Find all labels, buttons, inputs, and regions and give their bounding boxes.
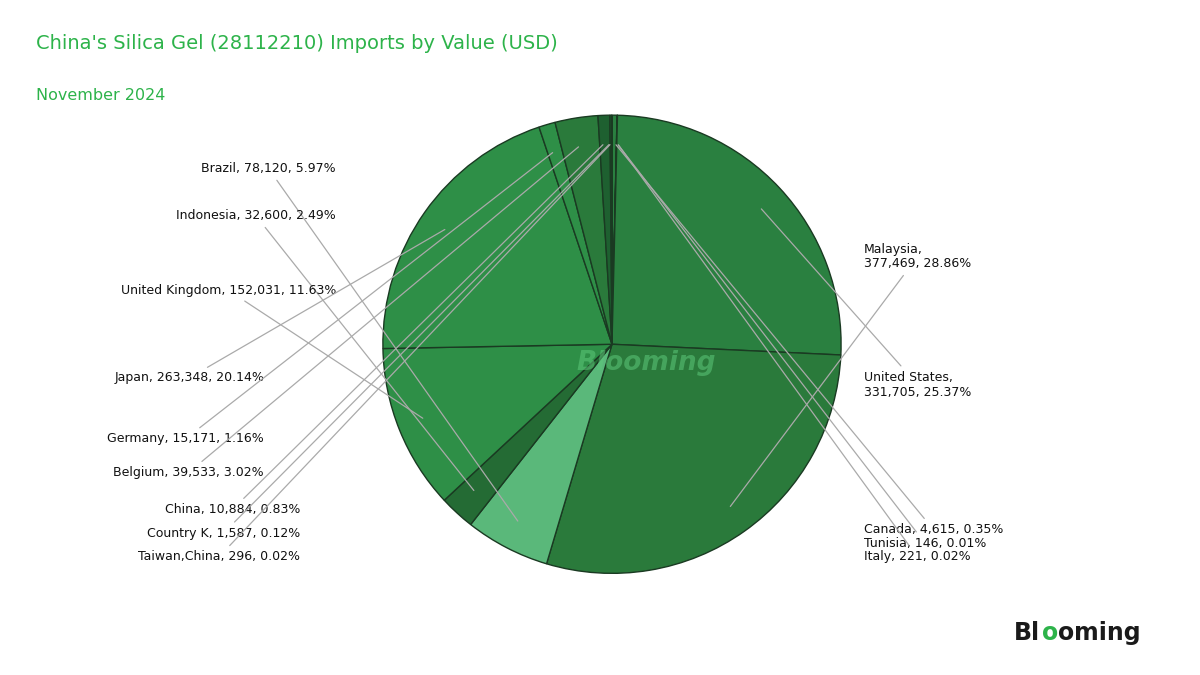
Text: Blooming: Blooming xyxy=(577,350,716,375)
Text: China's Silica Gel (28112210) Imports by Value (USD): China's Silica Gel (28112210) Imports by… xyxy=(36,34,558,53)
Wedge shape xyxy=(612,115,617,344)
Wedge shape xyxy=(383,344,612,500)
Wedge shape xyxy=(612,115,618,344)
Text: Indonesia, 32,600, 2.49%: Indonesia, 32,600, 2.49% xyxy=(176,209,474,491)
Text: Malaysia,
377,469, 28.86%: Malaysia, 377,469, 28.86% xyxy=(731,242,971,506)
Wedge shape xyxy=(612,115,617,344)
Wedge shape xyxy=(556,115,612,344)
Text: United Kingdom, 152,031, 11.63%: United Kingdom, 152,031, 11.63% xyxy=(121,284,422,418)
Text: Italy, 221, 0.02%: Italy, 221, 0.02% xyxy=(618,145,971,564)
Text: ming: ming xyxy=(1074,620,1141,645)
Wedge shape xyxy=(470,344,612,564)
Wedge shape xyxy=(610,115,612,344)
Wedge shape xyxy=(444,344,612,524)
Text: Tunisia, 146, 0.01%: Tunisia, 146, 0.01% xyxy=(618,145,986,550)
Wedge shape xyxy=(539,122,612,344)
Text: Taiwan,China, 296, 0.02%: Taiwan,China, 296, 0.02% xyxy=(138,144,610,564)
Wedge shape xyxy=(383,127,612,348)
Wedge shape xyxy=(598,115,612,344)
Text: United States,
331,705, 25.37%: United States, 331,705, 25.37% xyxy=(761,209,971,399)
Text: Germany, 15,171, 1.16%: Germany, 15,171, 1.16% xyxy=(107,153,552,446)
Text: o: o xyxy=(1058,620,1075,645)
Text: Bl: Bl xyxy=(1014,620,1040,645)
Text: Japan, 263,348, 20.14%: Japan, 263,348, 20.14% xyxy=(114,230,445,385)
Text: China, 10,884, 0.83%: China, 10,884, 0.83% xyxy=(164,144,602,516)
Text: Canada, 4,615, 0.35%: Canada, 4,615, 0.35% xyxy=(616,145,1003,537)
Text: o: o xyxy=(1042,620,1058,645)
Text: Belgium, 39,533, 3.02%: Belgium, 39,533, 3.02% xyxy=(113,147,578,479)
Text: Country K, 1,587, 0.12%: Country K, 1,587, 0.12% xyxy=(146,144,608,540)
Wedge shape xyxy=(546,344,841,573)
Text: November 2024: November 2024 xyxy=(36,88,166,103)
Text: Brazil, 78,120, 5.97%: Brazil, 78,120, 5.97% xyxy=(202,162,517,521)
Wedge shape xyxy=(612,115,841,355)
